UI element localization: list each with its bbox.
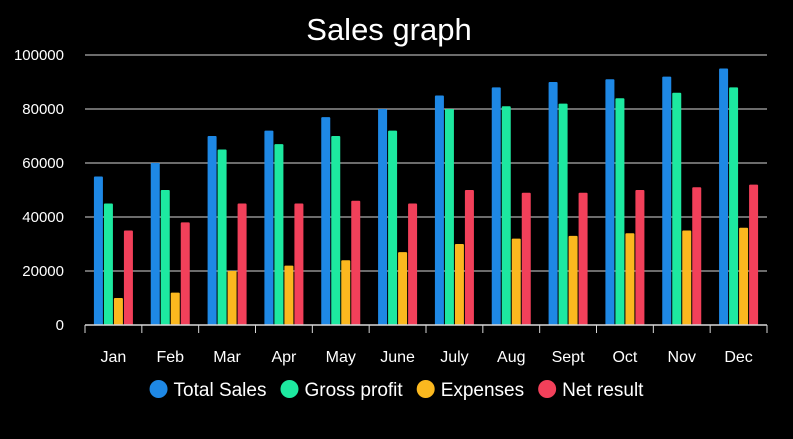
bar-total-sales [434, 95, 444, 325]
bar-expenses [511, 238, 521, 325]
bar-expenses [739, 227, 749, 325]
x-tick-label: Jan [101, 349, 127, 366]
bar-total-sales [264, 130, 274, 325]
bars [93, 68, 759, 326]
bar-gross-profit [160, 190, 170, 325]
x-tick-label: June [380, 349, 415, 366]
bar-total-sales [719, 68, 729, 325]
legend: Total Sales Gross profit Expenses Net resul… [149, 380, 644, 401]
legend-label: Gross profit [304, 380, 403, 401]
x-tick-label: July [440, 349, 468, 366]
legend-marker [280, 380, 299, 398]
bar-gross-profit [217, 149, 227, 325]
bar-total-sales [321, 117, 331, 325]
y-tick-label: 0 [56, 317, 64, 334]
x-tick-label: May [326, 349, 356, 366]
bar-gross-profit [729, 87, 739, 326]
x-tick-label: Feb [156, 349, 184, 366]
bar-total-sales [207, 136, 217, 325]
bar-net-result [408, 203, 418, 325]
x-tick-label: Oct [612, 349, 637, 366]
bar-expenses [284, 265, 294, 325]
bar-gross-profit [672, 92, 682, 325]
bar-gross-profit [558, 103, 568, 325]
bar-net-result [692, 187, 702, 325]
bar-gross-profit [274, 144, 284, 325]
bar-gross-profit [103, 203, 113, 325]
x-tick-label: Dec [724, 349, 752, 366]
y-axis-ticks: 0 20000 40000 60000 80000 100000 [14, 47, 64, 334]
bar-expenses [113, 298, 123, 325]
bar-total-sales [491, 87, 501, 326]
bar-net-result [351, 200, 361, 325]
bar-total-sales [662, 76, 672, 325]
bar-net-result [578, 192, 588, 325]
bar-expenses [454, 244, 464, 325]
bar-gross-profit [331, 136, 341, 325]
bar-total-sales [378, 109, 388, 325]
legend-label: Net result [562, 380, 644, 401]
bar-expenses [398, 252, 408, 325]
legend-marker [538, 380, 557, 398]
y-tick-label: 100000 [14, 47, 64, 64]
bar-gross-profit [615, 98, 625, 325]
x-tick-label: Aug [497, 349, 525, 366]
chart-title: Sales graph [306, 12, 471, 47]
bar-net-result [237, 203, 247, 325]
x-tick-label: Sept [552, 349, 585, 366]
y-tick-label: 40000 [22, 209, 64, 226]
y-tick-label: 20000 [22, 263, 64, 280]
bar-total-sales [605, 79, 615, 325]
legend-label: Expenses [441, 380, 524, 401]
x-tick-label: Apr [271, 349, 297, 366]
bar-net-result [180, 222, 190, 325]
bar-expenses [568, 235, 578, 325]
bar-net-result [123, 230, 133, 325]
bar-net-result [521, 192, 531, 325]
legend-marker [416, 380, 435, 398]
bar-gross-profit [444, 109, 454, 325]
bar-gross-profit [501, 106, 511, 325]
bar-net-result [294, 203, 304, 325]
bar-net-result [464, 190, 474, 325]
bar-total-sales [150, 163, 160, 325]
x-axis: Jan Feb Mar Apr May June July Aug Sept Oct Nov Dec [84, 324, 768, 366]
bar-expenses [682, 230, 692, 325]
legend-marker [149, 380, 168, 398]
bar-expenses [341, 260, 351, 325]
bar-gross-profit [388, 130, 398, 325]
x-tick-label: Mar [213, 349, 241, 366]
y-tick-label: 80000 [22, 101, 64, 118]
y-tick-label: 60000 [22, 155, 64, 172]
bar-expenses [227, 271, 237, 325]
bar-net-result [749, 184, 759, 325]
bar-total-sales [93, 176, 103, 325]
x-tick-label: Nov [668, 349, 696, 366]
legend-label: Total Sales [174, 380, 267, 401]
bar-net-result [635, 190, 645, 325]
bar-total-sales [548, 82, 558, 325]
bar-expenses [170, 292, 180, 325]
bar-expenses [625, 233, 635, 325]
